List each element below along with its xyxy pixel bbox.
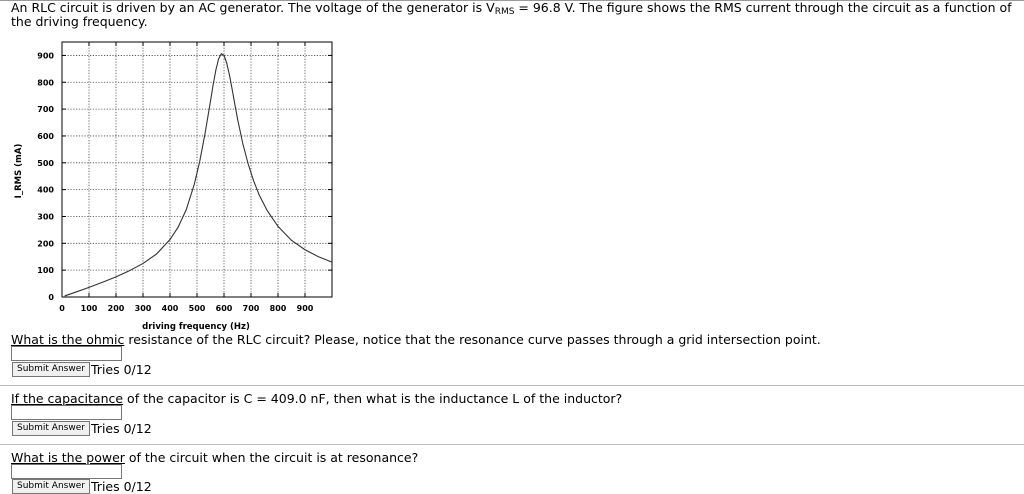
question-3-answer-input[interactable] <box>11 464 122 479</box>
x-axis-label: driving frequency (Hz) <box>142 322 250 332</box>
y-tick-label: 800 <box>37 78 54 87</box>
y-tick-label: 600 <box>37 132 54 141</box>
chart-grid <box>62 42 332 297</box>
x-tick-label: 0 <box>59 304 65 313</box>
y-tick-label: 400 <box>37 186 54 195</box>
question-2-answer-input[interactable] <box>11 405 122 420</box>
y-tick-label: 200 <box>37 239 54 248</box>
x-tick-labels: 0 100 200 300 400 500 600 700 800 900 <box>59 304 314 313</box>
top-rule <box>0 0 1024 1</box>
problem-intro: An RLC circuit is driven by an AC genera… <box>11 0 1012 29</box>
x-tick-label: 100 <box>81 304 98 313</box>
resonance-chart: 0 100 200 300 400 500 600 700 800 900 0 100 200 300 4… <box>14 41 333 332</box>
question-2-text: If the capacitance of the capacitor is C… <box>11 391 623 406</box>
x-tick-label: 200 <box>108 304 125 313</box>
y-axis-label: I_RMS (mA) <box>14 144 24 199</box>
y-tick-label: 0 <box>48 293 54 302</box>
y-tick-label: 500 <box>37 159 54 168</box>
y-tick-label: 300 <box>37 212 54 221</box>
question-1-tries: Tries 0/12 <box>91 362 152 377</box>
y-tick-label: 900 <box>37 51 54 60</box>
question-2-submit-button[interactable]: Submit Answer <box>12 421 90 436</box>
question-3-tries: Tries 0/12 <box>91 479 152 494</box>
y-tick-label: 100 <box>37 266 54 275</box>
question-3-text: What is the power of the circuit when th… <box>11 450 419 465</box>
resonance-curve <box>64 53 333 297</box>
x-tick-label: 400 <box>162 304 179 313</box>
x-tick-label: 300 <box>135 304 152 313</box>
question-1-submit-button[interactable]: Submit Answer <box>12 362 90 377</box>
divider <box>0 385 1024 386</box>
divider <box>0 444 1024 445</box>
x-tick-label: 500 <box>189 304 206 313</box>
x-tick-label: 800 <box>270 304 287 313</box>
question-2-tries: Tries 0/12 <box>91 421 152 436</box>
chart-ticks <box>61 42 332 298</box>
y-tick-labels: 0 100 200 300 400 500 600 700 800 900 <box>37 51 54 302</box>
x-tick-label: 700 <box>243 304 260 313</box>
y-tick-label: 700 <box>37 105 54 114</box>
question-1-text: What is the ohmic resistance of the RLC … <box>11 332 821 347</box>
question-1-answer-input[interactable] <box>11 346 122 361</box>
question-3-submit-button[interactable]: Submit Answer <box>12 479 90 494</box>
x-tick-label: 900 <box>297 304 314 313</box>
x-tick-label: 600 <box>216 304 233 313</box>
